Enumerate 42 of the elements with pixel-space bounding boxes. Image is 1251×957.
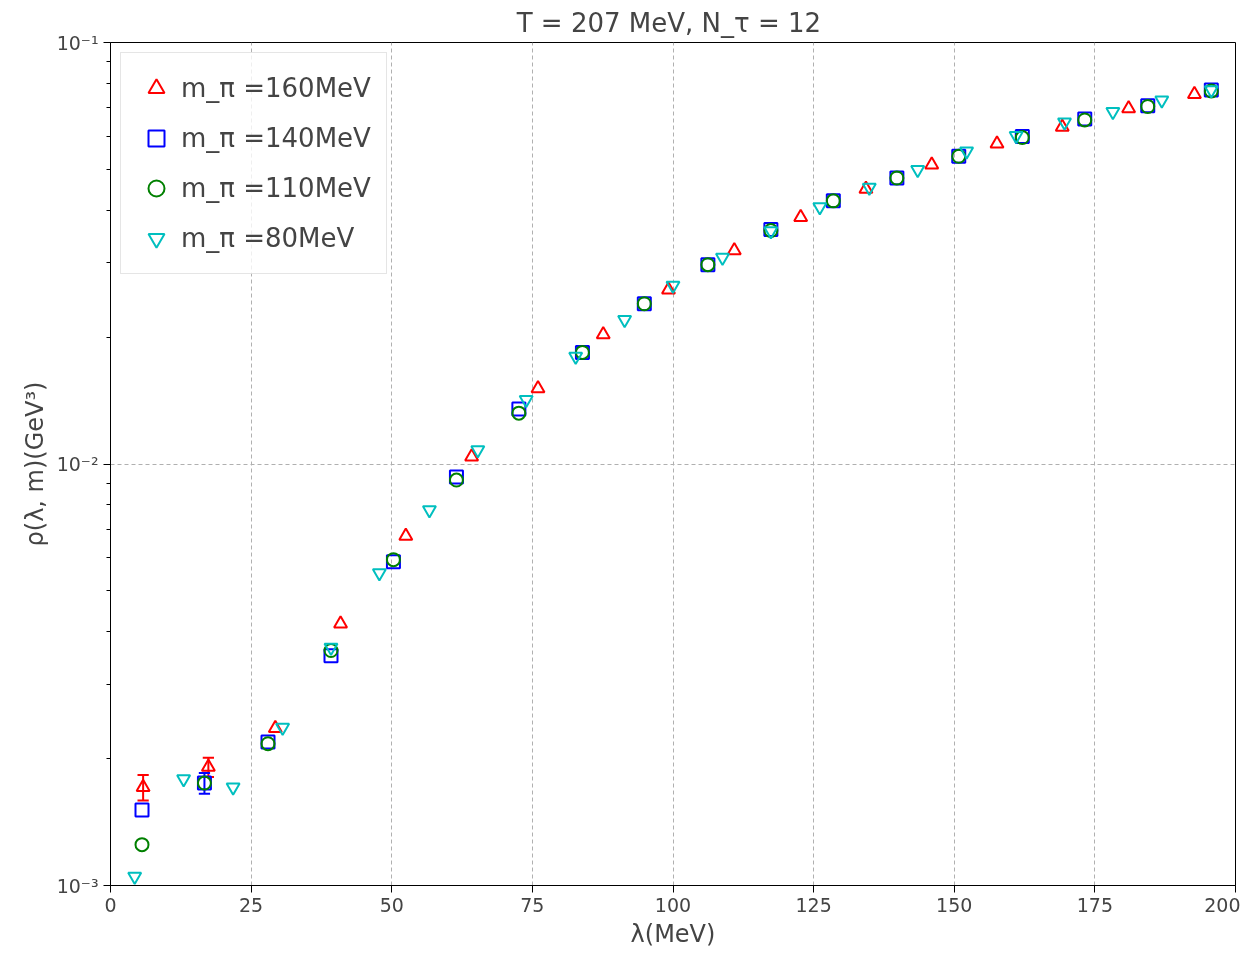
x-tick-label: 150 bbox=[936, 893, 973, 916]
x-tick-label: 50 bbox=[379, 893, 404, 916]
point bbox=[371, 568, 387, 582]
point bbox=[511, 405, 527, 421]
y-axis-title: ρ(λ, m)(GeV³) bbox=[20, 381, 49, 547]
x-tick-label: 200 bbox=[1204, 893, 1241, 916]
point bbox=[134, 802, 150, 818]
point bbox=[470, 445, 486, 459]
point bbox=[1008, 130, 1024, 145]
point bbox=[127, 871, 143, 886]
point bbox=[910, 165, 926, 179]
point bbox=[665, 280, 681, 295]
point bbox=[134, 837, 150, 853]
point bbox=[518, 395, 534, 409]
y-tick-label: 10⁻² bbox=[56, 453, 99, 475]
legend-label: m_π =110MeV bbox=[181, 173, 371, 203]
point bbox=[421, 505, 437, 519]
point bbox=[176, 774, 192, 788]
legend-label: m_π =160MeV bbox=[181, 73, 371, 103]
x-tick-label: 175 bbox=[1076, 893, 1114, 916]
legend-label: m_π =140MeV bbox=[181, 123, 371, 153]
point bbox=[275, 722, 291, 737]
point bbox=[568, 351, 584, 365]
point bbox=[1105, 107, 1121, 121]
point bbox=[323, 648, 339, 664]
point bbox=[225, 782, 241, 796]
y-tick-label: 10⁻³ bbox=[56, 874, 99, 897]
legend-label: m_π =80MeV bbox=[181, 223, 355, 253]
x-tick-label: 25 bbox=[239, 893, 264, 916]
y-tick-label: 10⁻¹ bbox=[56, 31, 99, 54]
point bbox=[812, 202, 828, 216]
point bbox=[617, 314, 633, 329]
x-tick-label: 75 bbox=[520, 893, 545, 916]
point bbox=[715, 252, 730, 266]
x-tick-label: 125 bbox=[795, 893, 832, 916]
chart-title: T = 207 MeV, N_τ = 12 bbox=[515, 7, 822, 38]
point bbox=[1154, 95, 1170, 109]
x-tick-label: 100 bbox=[654, 893, 692, 916]
x-axis-title: λ(MeV) bbox=[630, 919, 716, 948]
x-tick-label: 0 bbox=[104, 893, 117, 916]
point bbox=[959, 146, 975, 160]
point bbox=[511, 401, 527, 417]
